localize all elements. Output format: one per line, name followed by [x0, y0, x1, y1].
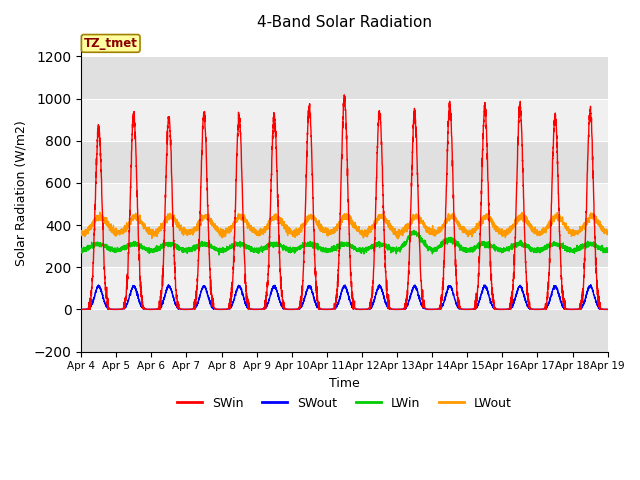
- Bar: [81, 57, 608, 98]
- Bar: [81, 183, 608, 225]
- Bar: [81, 310, 608, 351]
- Title: 4-Band Solar Radiation: 4-Band Solar Radiation: [257, 15, 432, 30]
- Legend: SWin, SWout, LWin, LWout: SWin, SWout, LWin, LWout: [172, 392, 517, 415]
- Bar: [81, 267, 608, 310]
- Bar: [81, 98, 608, 141]
- Text: TZ_tmet: TZ_tmet: [84, 37, 138, 50]
- Bar: [81, 141, 608, 183]
- Bar: [81, 225, 608, 267]
- Y-axis label: Solar Radiation (W/m2): Solar Radiation (W/m2): [15, 120, 28, 266]
- X-axis label: Time: Time: [329, 377, 360, 390]
